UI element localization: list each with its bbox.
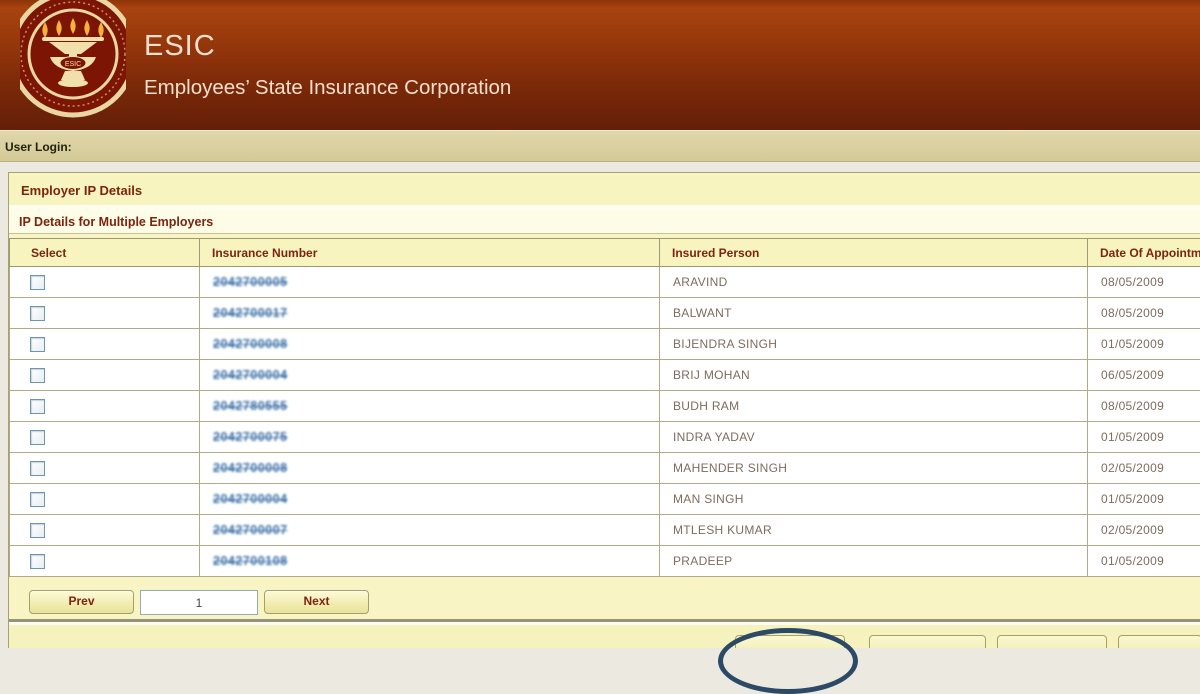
table-row: 2042700017 BALWANT 08/05/2009 [10, 298, 1200, 329]
date-of-appointment: 01/05/2009 [1088, 329, 1200, 360]
insured-person: MAN SINGH [660, 484, 1088, 515]
insurance-number-redacted: 2042700007 [213, 523, 288, 537]
table-row: 2042780555 BUDH RAM 08/05/2009 [10, 391, 1200, 422]
row-checkbox[interactable] [30, 554, 45, 569]
insured-person: ARAVIND [660, 267, 1088, 298]
insurance-number-redacted: 2042700008 [213, 337, 288, 351]
row-checkbox[interactable] [30, 461, 45, 476]
insurance-number-redacted: 2042700075 [213, 430, 288, 444]
user-login-label: User Login: [5, 140, 72, 154]
row-checkbox[interactable] [30, 337, 45, 352]
date-of-appointment: 02/05/2009 [1088, 515, 1200, 546]
header-text: ESIC Employees’ State Insurance Corporat… [144, 30, 511, 100]
insurance-number-redacted: 2042780555 [213, 399, 288, 413]
row-checkbox[interactable] [30, 399, 45, 414]
app-subtitle: Employees’ State Insurance Corporation [144, 76, 511, 100]
table-row: 2042700075 INDRA YADAV 01/05/2009 [10, 422, 1200, 453]
table-row: 2042700007 MTLESH KUMAR 02/05/2009 [10, 515, 1200, 546]
employer-ip-details-panel: Employer IP Details IP Details for Multi… [8, 172, 1200, 648]
column-header-insurance-number: Insurance Number [200, 239, 660, 267]
column-header-select: Select [10, 239, 200, 267]
pagination-bar: Prev Next [9, 577, 1200, 619]
section-subtitle: IP Details for Multiple Employers [9, 210, 1200, 234]
footer-action-bar [9, 625, 1200, 648]
insurance-number-redacted: 2042700004 [213, 492, 288, 506]
table-row: 2042700008 MAHENDER SINGH 02/05/2009 [10, 453, 1200, 484]
row-checkbox[interactable] [30, 430, 45, 445]
insurance-number-redacted: 2042700017 [213, 306, 288, 320]
row-checkbox[interactable] [30, 275, 45, 290]
insured-person: BUDH RAM [660, 391, 1088, 422]
ip-details-table: Select Insurance Number Insured Person D… [9, 238, 1200, 577]
footer-action-button-3[interactable] [997, 635, 1107, 648]
page-number-input[interactable] [140, 590, 258, 615]
esic-logo-icon: ESIC [20, 0, 126, 122]
footer-action-button-1[interactable] [735, 635, 845, 648]
app-title: ESIC [144, 30, 511, 63]
app-header: ESIC ESIC Employees’ State Insurance Cor… [0, 0, 1200, 130]
row-checkbox[interactable] [30, 306, 45, 321]
row-checkbox[interactable] [30, 523, 45, 538]
insurance-number-redacted: 2042700008 [213, 461, 288, 475]
insured-person: BIJENDRA SINGH [660, 329, 1088, 360]
prev-button[interactable]: Prev [29, 590, 134, 614]
date-of-appointment: 08/05/2009 [1088, 267, 1200, 298]
date-of-appointment: 06/05/2009 [1088, 360, 1200, 391]
section-title: Employer IP Details [9, 177, 1200, 205]
next-button[interactable]: Next [264, 590, 369, 614]
logo-esic-text: ESIC [65, 61, 81, 68]
insured-person: MTLESH KUMAR [660, 515, 1088, 546]
table-row: 2042700004 MAN SINGH 01/05/2009 [10, 484, 1200, 515]
insurance-number-redacted: 2042700004 [213, 368, 288, 382]
table-row: 2042700004 BRIJ MOHAN 06/05/2009 [10, 360, 1200, 391]
column-header-insured-person: Insured Person [660, 239, 1088, 267]
insured-person: PRADEEP [660, 546, 1088, 577]
insurance-number-redacted: 2042700108 [213, 554, 288, 568]
insured-person: BRIJ MOHAN [660, 360, 1088, 391]
footer-action-button-2[interactable] [869, 635, 986, 648]
page-gap [0, 162, 1200, 172]
column-header-date-of-appointment: Date Of Appointment [1088, 239, 1200, 267]
table-row: 2042700008 BIJENDRA SINGH 01/05/2009 [10, 329, 1200, 360]
date-of-appointment: 01/05/2009 [1088, 484, 1200, 515]
insured-person: MAHENDER SINGH [660, 453, 1088, 484]
date-of-appointment: 01/05/2009 [1088, 422, 1200, 453]
insured-person: INDRA YADAV [660, 422, 1088, 453]
row-checkbox[interactable] [30, 492, 45, 507]
footer-action-button-4[interactable] [1118, 635, 1200, 648]
insurance-number-redacted: 2042700005 [213, 275, 288, 289]
table-row: 2042700005 ARAVIND 08/05/2009 [10, 267, 1200, 298]
table-row: 2042700108 PRADEEP 01/05/2009 [10, 546, 1200, 577]
date-of-appointment: 08/05/2009 [1088, 391, 1200, 422]
date-of-appointment: 01/05/2009 [1088, 546, 1200, 577]
date-of-appointment: 08/05/2009 [1088, 298, 1200, 329]
row-checkbox[interactable] [30, 368, 45, 383]
date-of-appointment: 02/05/2009 [1088, 453, 1200, 484]
user-login-bar: User Login: [0, 130, 1200, 162]
insured-person: BALWANT [660, 298, 1088, 329]
table-header-row: Select Insurance Number Insured Person D… [10, 239, 1200, 267]
